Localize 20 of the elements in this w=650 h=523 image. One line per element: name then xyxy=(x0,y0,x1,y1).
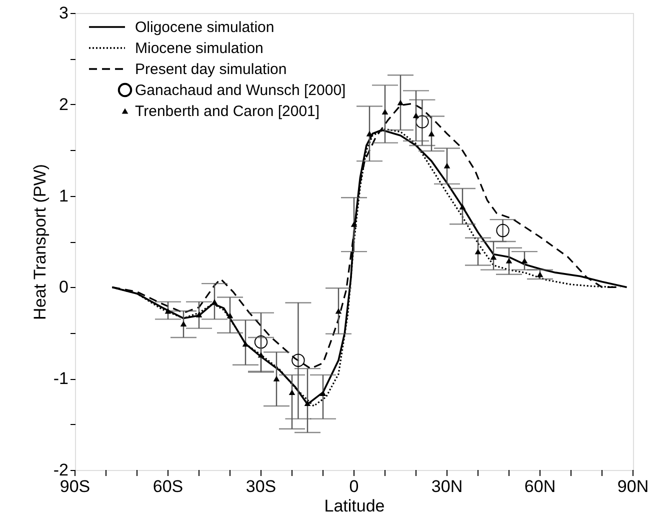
legend-label: Ganachaud and Wunsch [2000] xyxy=(135,82,346,99)
x-tick-label: 60N xyxy=(524,477,556,496)
legend-label: Trenberth and Caron [2001] xyxy=(135,103,320,120)
legend-label: Miocene simulation xyxy=(135,40,264,57)
y-axis-title: Heat Transport (PW) xyxy=(30,164,50,320)
x-tick-label: 30S xyxy=(246,477,276,496)
x-axis-title: Latitude xyxy=(324,496,385,516)
y-tick-label: 0 xyxy=(59,278,68,297)
x-tick-label: 90N xyxy=(617,477,649,496)
y-tick-label: 2 xyxy=(59,94,68,114)
y-tick-label: 3 xyxy=(59,4,68,22)
y-tick-label: 1 xyxy=(59,186,68,206)
x-tick-label: 0 xyxy=(349,477,359,496)
x-tick-label: 90S xyxy=(60,477,90,496)
y-tick-label: -2 xyxy=(53,460,68,480)
x-tick-label: 60S xyxy=(152,477,184,496)
x-tick-label: 30N xyxy=(431,477,463,496)
legend-label: Present day simulation xyxy=(135,61,287,78)
y-tick-label: -1 xyxy=(53,369,68,388)
legend-label: Oligocene simulation xyxy=(135,19,274,36)
